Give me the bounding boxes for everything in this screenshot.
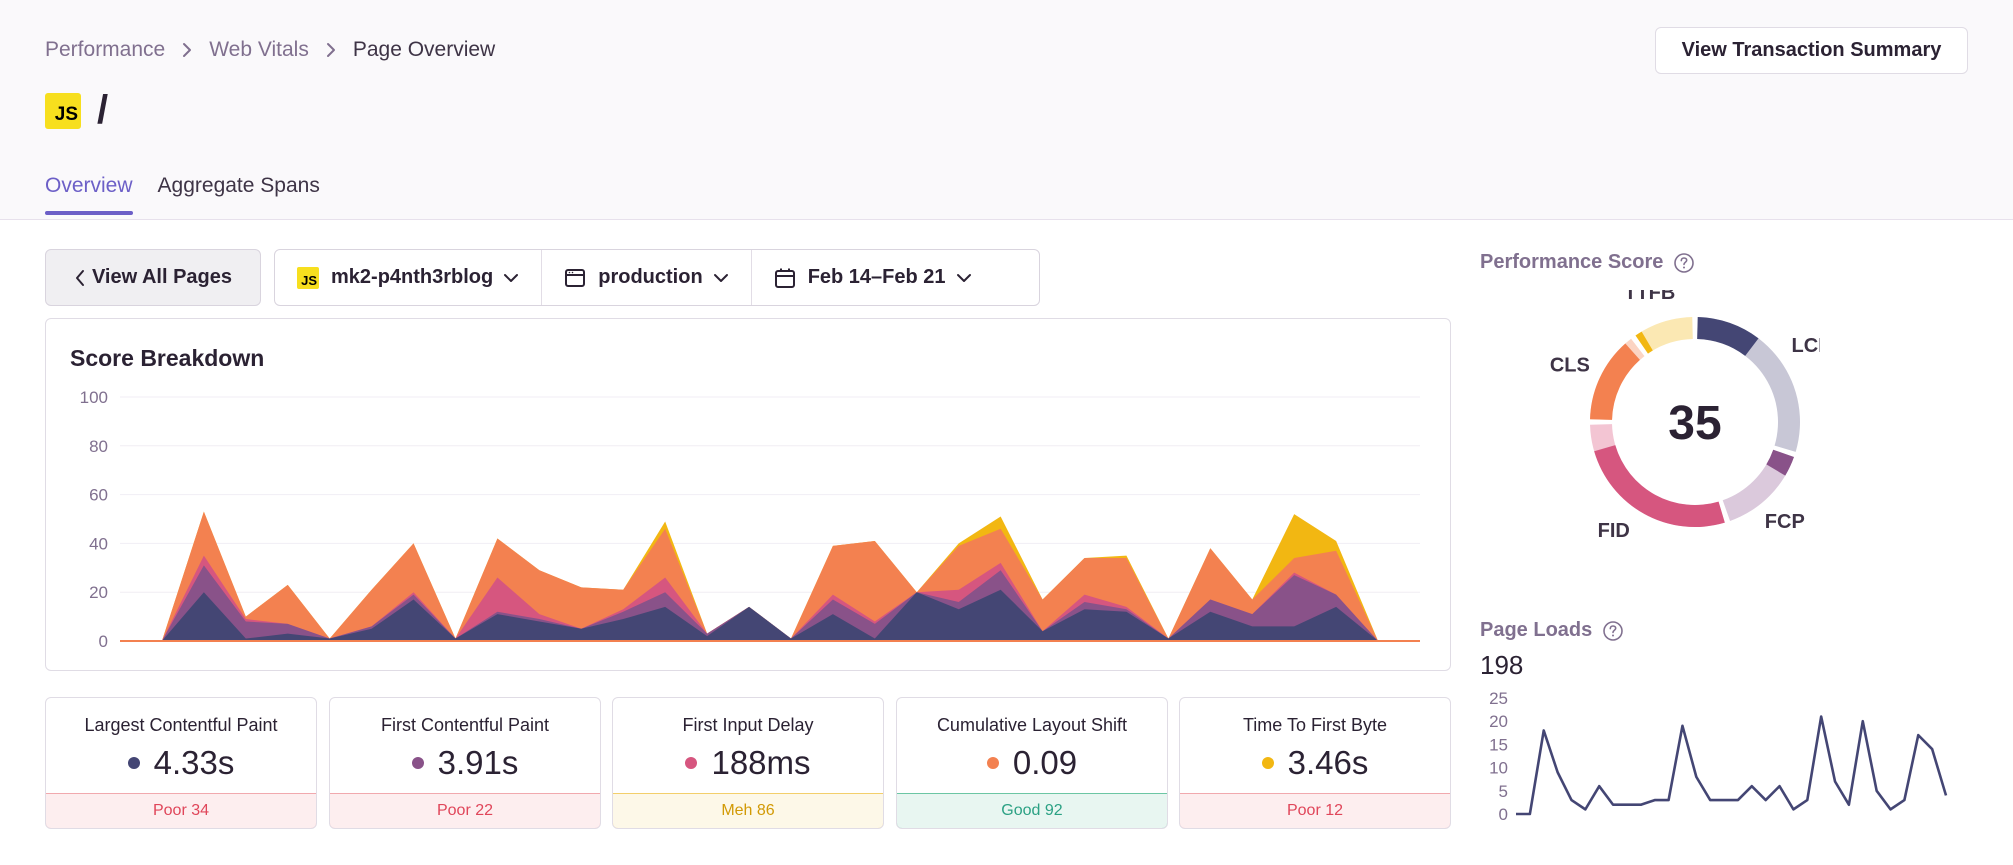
vital-name: First Contentful Paint: [380, 715, 550, 735]
page-title: JS /: [45, 88, 108, 133]
chevron-left-icon: [74, 268, 86, 288]
environment-label: production: [598, 266, 703, 288]
y-tick-label: 60: [89, 486, 108, 505]
score-track-ttfb: [1635, 317, 1693, 354]
chevron-down-icon: [956, 272, 972, 284]
breadcrumb-web-vitals[interactable]: Web Vitals: [209, 38, 309, 61]
performance-score-ring: LCP FCP FID CLS TTFB 35: [1550, 290, 1820, 542]
javascript-icon: JS: [45, 92, 81, 129]
performance-score-heading: Performance Score: [1480, 251, 1695, 274]
score-arc-fcp: [1766, 449, 1794, 476]
tab-overview[interactable]: Overview: [45, 174, 133, 215]
page-loads-heading: Page Loads: [1480, 619, 1624, 642]
vital-value: 3.91s: [330, 744, 600, 782]
vital-color-dot: [1261, 757, 1274, 769]
score-arc-fid: [1594, 445, 1725, 527]
question-circle-icon[interactable]: [1673, 252, 1695, 274]
score-breakdown-title: Score Breakdown: [70, 345, 265, 371]
chevron-right-icon: [325, 41, 337, 59]
vital-color-dot: [411, 757, 424, 769]
view-transaction-summary-button[interactable]: View Transaction Summary: [1655, 27, 1968, 74]
vital-status-badge: Poor 22: [330, 793, 600, 828]
score-arc-cls: [1590, 343, 1640, 420]
y-tick-label: 25: [1489, 689, 1508, 708]
score-label-fcp: FCP: [1765, 511, 1805, 533]
breadcrumb-performance[interactable]: Performance: [45, 38, 166, 61]
vital-card-ttfb[interactable]: Time To First Byte 3.46s Poor 12: [1179, 697, 1451, 829]
score-label-lcp: LCP: [1792, 335, 1820, 357]
project-label: mk2-p4nth3rblog: [331, 266, 494, 288]
chevron-right-icon: [181, 41, 193, 59]
vital-color-dot: [685, 757, 698, 769]
y-tick-label: 0: [1499, 805, 1508, 824]
vital-value: 188ms: [613, 744, 883, 782]
vital-status-badge: Good 92: [897, 793, 1167, 828]
vital-value: 0.09: [897, 744, 1167, 782]
chevron-down-icon: [713, 272, 729, 284]
page-loads-line: [1516, 715, 1948, 816]
y-tick-label: 40: [89, 534, 108, 553]
project-selector[interactable]: JS mk2-p4nth3rblog: [275, 250, 541, 305]
breadcrumb-page-overview: Page Overview: [352, 38, 496, 61]
vital-card-cls[interactable]: Cumulative Layout Shift 0.09 Good 92: [896, 697, 1168, 829]
y-tick-label: 0: [99, 632, 108, 651]
date-range-selector[interactable]: Feb 14–Feb 21: [750, 250, 994, 305]
environment-selector[interactable]: production: [541, 250, 750, 305]
vital-color-dot: [986, 757, 999, 769]
vital-value: 4.33s: [46, 744, 316, 782]
tab-bar: Overview Aggregate Spans: [45, 174, 345, 215]
vital-name: First Input Delay: [682, 715, 814, 735]
score-label-ttfb: TTFB: [1624, 290, 1675, 304]
page-loads-title: Page Loads: [1480, 619, 1593, 641]
vital-value: 3.46s: [1180, 744, 1450, 782]
vital-status-badge: Poor 12: [1180, 793, 1450, 828]
y-tick-label: 10: [1489, 759, 1508, 778]
page-filter-bar: JS mk2-p4nth3rblog production Feb 14–Feb…: [274, 249, 1040, 306]
score-label-fid: FID: [1598, 520, 1630, 542]
question-circle-icon[interactable]: [1602, 620, 1624, 642]
vital-color-dot: [127, 757, 140, 769]
page-loads-chart: 0 5 10 15 20 25: [1489, 689, 1948, 824]
y-tick-label: 80: [89, 437, 108, 456]
vital-card-fcp[interactable]: First Contentful Paint 3.91s Poor 22: [329, 697, 601, 829]
score-arc-lcp: [1697, 317, 1759, 356]
y-tick-label: 100: [80, 388, 108, 407]
vital-card-fid[interactable]: First Input Delay 188ms Meh 86: [612, 697, 884, 829]
vital-name: Cumulative Layout Shift: [936, 715, 1128, 735]
vital-name: Largest Contentful Paint: [84, 715, 278, 735]
score-breakdown-card: 0 20 40 60 80 100 Score Breakdown: [45, 318, 1451, 671]
y-tick-label: 15: [1489, 735, 1508, 754]
y-tick-label: 20: [89, 583, 108, 602]
vital-status-badge: Poor 34: [46, 793, 316, 828]
breadcrumb: Performance Web Vitals Page Overview: [45, 38, 495, 62]
vital-card-lcp[interactable]: Largest Contentful Paint 4.33s Poor 34: [45, 697, 317, 829]
view-all-pages-button[interactable]: View All Pages: [45, 249, 261, 306]
page-header: Performance Web Vitals Page Overview JS …: [0, 0, 2013, 220]
score-label-cls: CLS: [1550, 354, 1590, 376]
chevron-down-icon: [503, 272, 519, 284]
view-all-pages-label: View All Pages: [91, 266, 233, 288]
window-icon: [564, 267, 586, 289]
calendar-icon: [774, 267, 796, 289]
score-breakdown-chart: 0 20 40 60 80 100: [80, 388, 1420, 651]
page-title-text: /: [97, 88, 109, 132]
y-tick-label: 20: [1489, 712, 1508, 731]
tab-aggregate-spans[interactable]: Aggregate Spans: [157, 174, 320, 197]
vital-status-badge: Meh 86: [613, 793, 883, 828]
date-range-label: Feb 14–Feb 21: [807, 266, 946, 288]
vital-name: Time To First Byte: [1242, 715, 1388, 735]
series-area-lcp: [120, 589, 1420, 641]
performance-score-title: Performance Score: [1480, 251, 1664, 273]
javascript-icon: JS: [297, 266, 319, 289]
performance-score-value: 35: [1668, 397, 1721, 450]
page-loads-count: 198: [1480, 650, 1524, 680]
score-arc-ttfb: [1635, 331, 1653, 354]
y-tick-label: 5: [1499, 782, 1508, 801]
